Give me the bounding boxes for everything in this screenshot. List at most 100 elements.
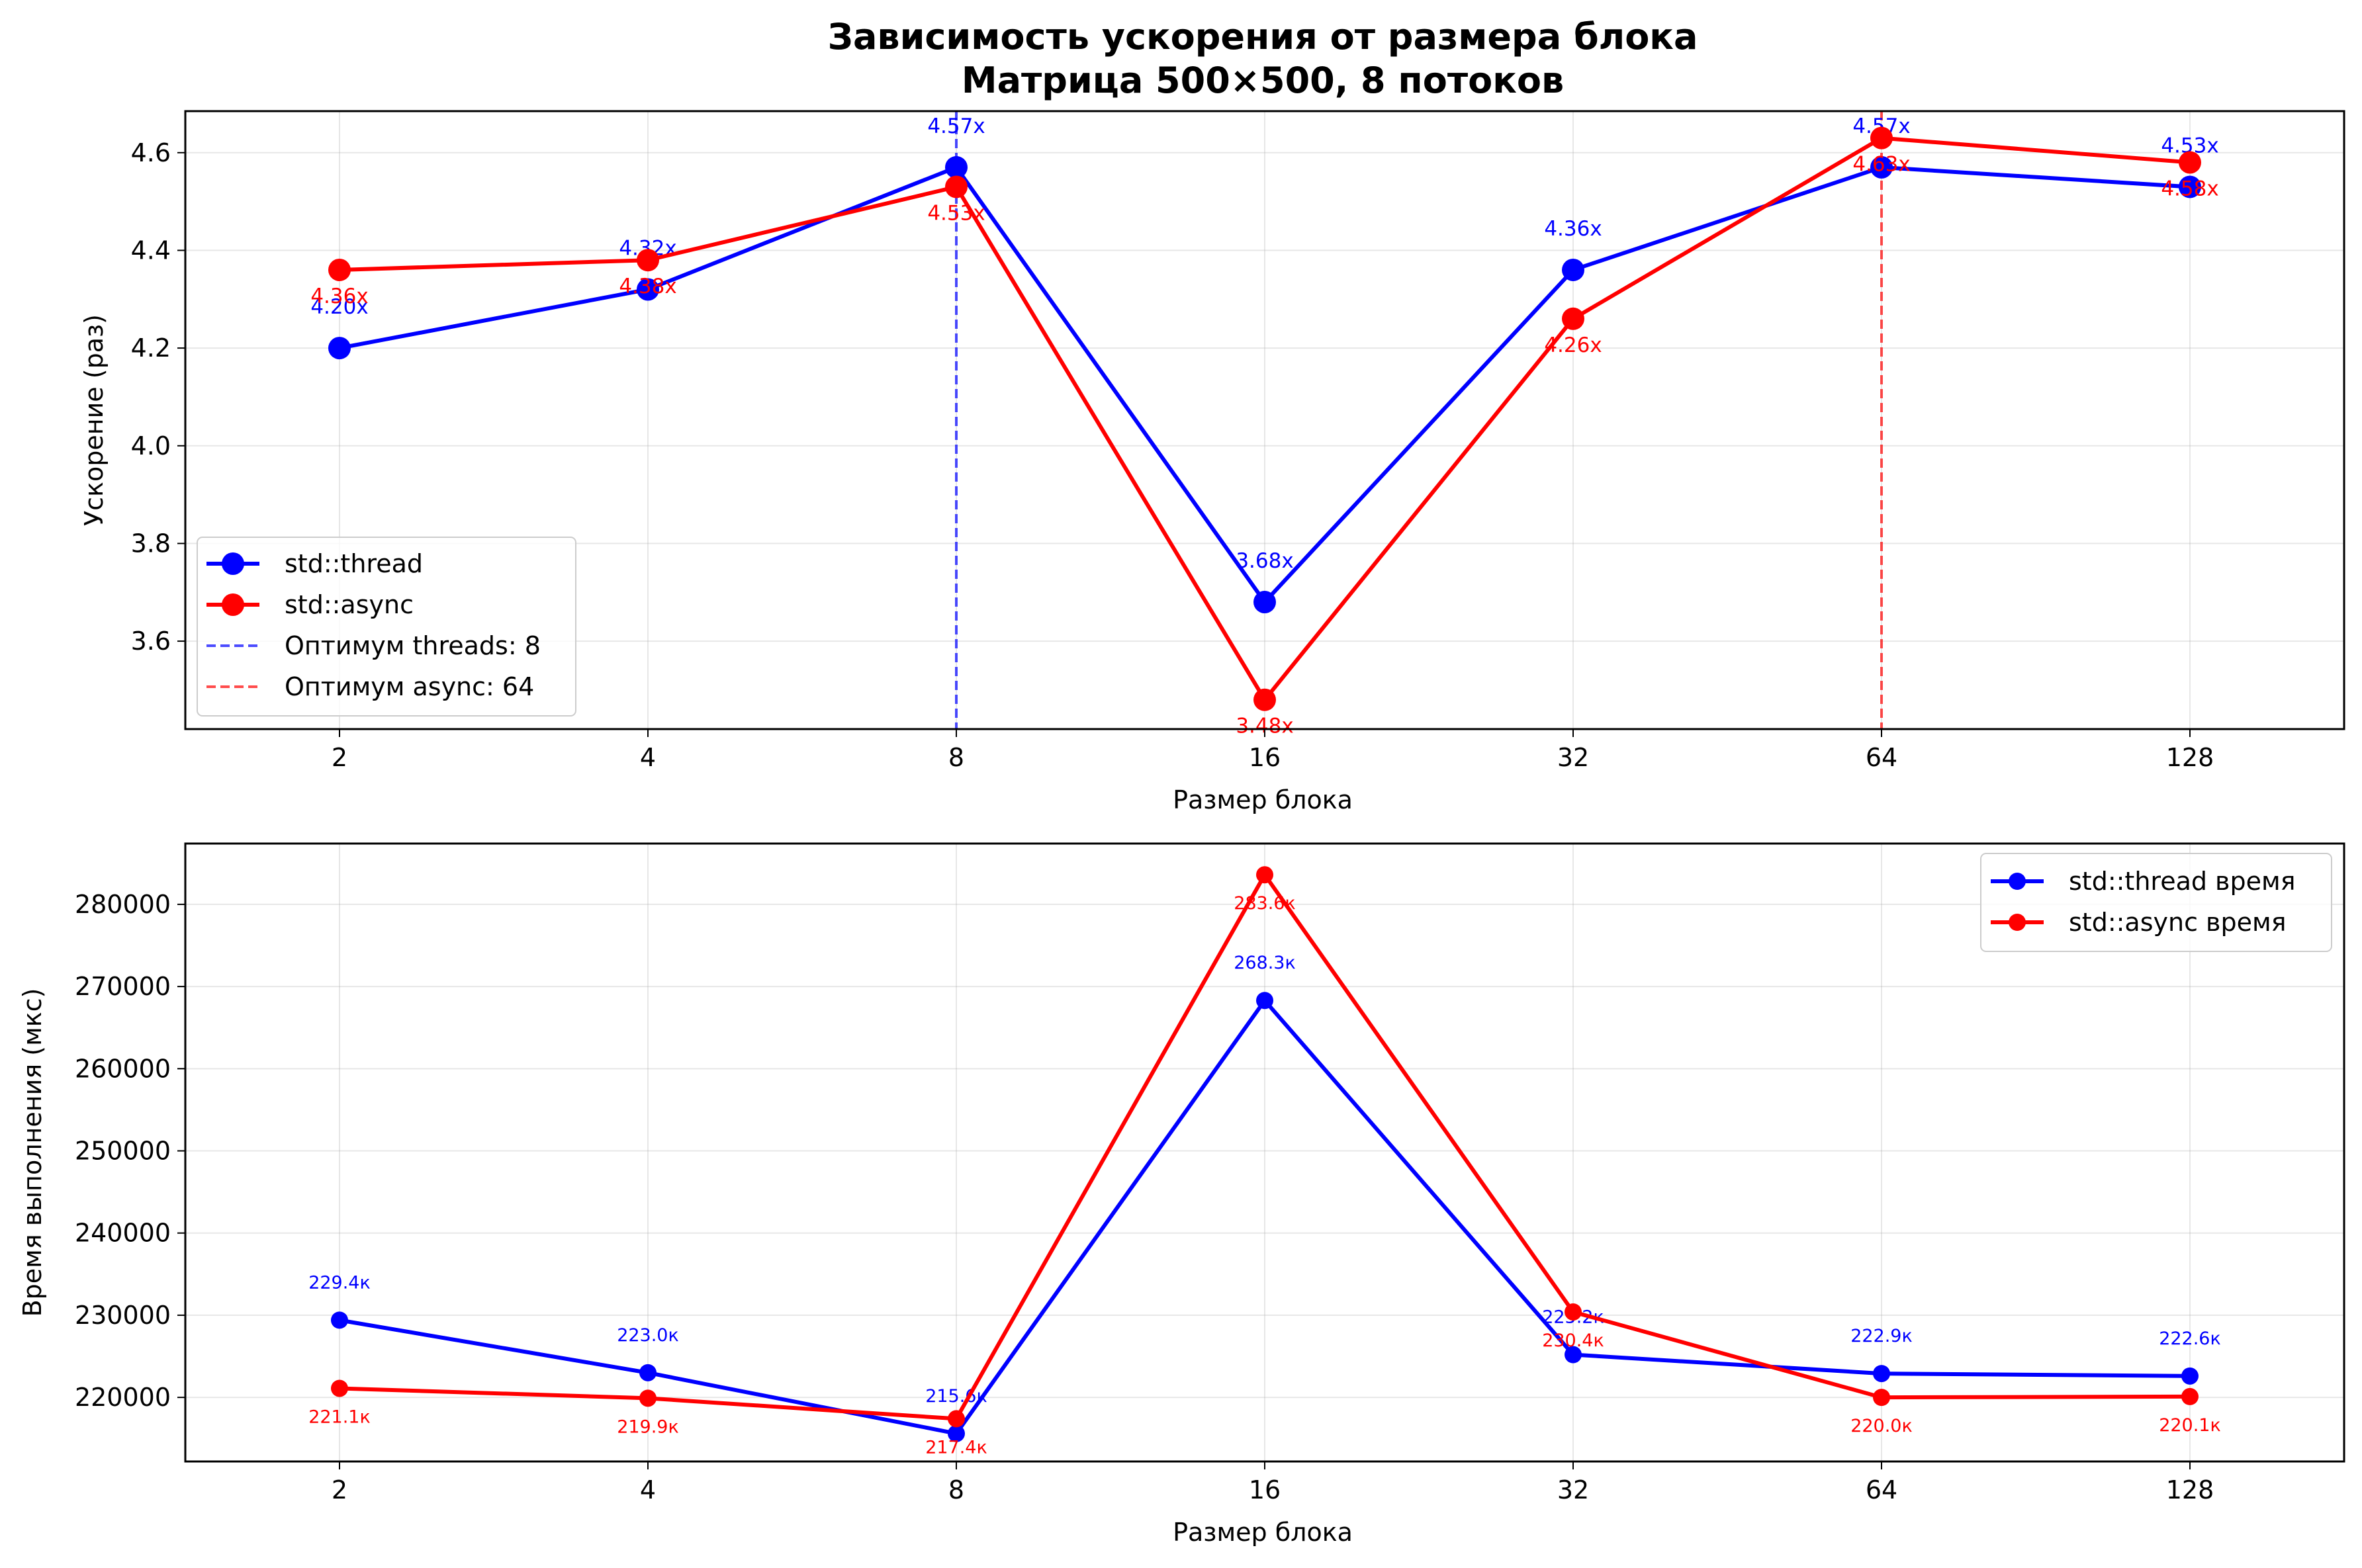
- speedup-point: [2179, 175, 2201, 198]
- x-axis-label: Размер блока: [1173, 1518, 1353, 1547]
- speedup-data-label: 4.63x: [1852, 153, 1910, 177]
- x-tick-label: 16: [1249, 743, 1281, 772]
- y-tick-label: 4.2: [131, 333, 171, 363]
- speedup-data-label: 4.53x: [927, 201, 985, 225]
- time-point: [331, 1311, 348, 1329]
- legend: std::thread std::async Оптимум threads: …: [197, 537, 576, 717]
- time-point: [1256, 866, 1273, 884]
- time-data-label: 221.1к: [308, 1407, 371, 1427]
- x-tick-label: 64: [1866, 1475, 1897, 1504]
- x-axis-ticks: 2 4 8 16 32 64 128: [332, 1461, 2214, 1504]
- time-point: [948, 1424, 965, 1442]
- x-tick-label: 16: [1249, 1475, 1281, 1504]
- y-axis-label: Ускорение (раз): [79, 314, 109, 526]
- time-data-label: 220.0к: [1850, 1416, 1913, 1436]
- time-point: [1256, 992, 1273, 1010]
- speedup-point: [637, 249, 659, 272]
- legend-item-thread: std::thread: [206, 549, 423, 578]
- speedup-point: [1253, 591, 1276, 614]
- legend: std::thread время std::async время: [1980, 853, 2332, 952]
- time-data-label: 222.6к: [2159, 1328, 2221, 1349]
- speedup-point: [328, 258, 351, 281]
- x-tick-label: 4: [640, 1475, 656, 1504]
- legend-marker-thread: [222, 552, 244, 575]
- speedup-point: [2179, 151, 2201, 174]
- time-data-label: 222.9к: [1850, 1326, 1913, 1346]
- legend-label-optimum-threads: Оптимум threads: 8: [285, 631, 541, 660]
- time-panel: 229.4к223.0к215.6к268.3к225.2к222.9к222.…: [18, 842, 2345, 1547]
- time-point: [1873, 1389, 1890, 1407]
- x-axis-label: Размер блока: [1173, 785, 1353, 814]
- x-tick-label: 128: [2166, 1475, 2214, 1504]
- time-data-label: 230.4к: [1542, 1330, 1604, 1351]
- x-tick-label: 32: [1557, 743, 1589, 772]
- time-point: [1565, 1346, 1582, 1364]
- time-point: [331, 1379, 348, 1397]
- y-tick-label: 240000: [75, 1219, 171, 1248]
- speedup-point: [945, 175, 968, 198]
- legend-item-optimum-async: Оптимум async: 64: [206, 672, 534, 701]
- y-tick-label: 250000: [75, 1137, 171, 1166]
- speedup-point: [1870, 126, 1893, 150]
- legend-item-async: std::async: [206, 590, 414, 619]
- y-tick-label: 230000: [75, 1301, 171, 1330]
- y-axis-ticks: 3.6 3.8 4.0 4.2 4.4 4.6: [131, 138, 185, 656]
- legend-marker-async: [222, 593, 244, 616]
- x-tick-label: 32: [1557, 1475, 1589, 1504]
- y-tick-label: 4.6: [131, 138, 171, 167]
- legend-label-async-time: std::async время: [2069, 908, 2286, 937]
- legend-marker-thread-time: [2009, 873, 2026, 890]
- y-axis-ticks: 220000 230000 240000 250000 260000 270000 2800…: [75, 890, 185, 1412]
- legend-label-thread-time: std::thread время: [2069, 867, 2295, 896]
- legend-item-thread-time: std::thread время: [1991, 867, 2295, 896]
- x-tick-label: 64: [1866, 743, 1897, 772]
- y-tick-label: 280000: [75, 890, 171, 919]
- time-data-label: 219.9к: [617, 1416, 679, 1437]
- speedup-point: [1562, 307, 1584, 330]
- legend-label-optimum-async: Оптимум async: 64: [285, 672, 534, 701]
- optimum-lines: [955, 111, 1883, 729]
- x-axis-ticks: 2 4 8 16 32 64 128: [332, 729, 2214, 772]
- speedup-point: [945, 155, 968, 179]
- legend-label-thread: std::thread: [285, 549, 423, 578]
- speedup-data-label: 4.58x: [2161, 177, 2218, 201]
- time-data-label: 217.4к: [925, 1437, 987, 1458]
- time-data-label: 283.6к: [1234, 893, 1296, 914]
- time-point: [2181, 1387, 2199, 1405]
- speedup-data-label: 4.36x: [310, 284, 368, 308]
- time-data-label: 215.6к: [925, 1386, 987, 1407]
- speedup-point: [637, 278, 659, 301]
- y-tick-label: 220000: [75, 1383, 171, 1412]
- x-tick-label: 8: [948, 743, 964, 772]
- speedup-data-label: 4.38x: [619, 275, 676, 298]
- time-point: [639, 1389, 657, 1407]
- y-tick-label: 4.0: [131, 431, 171, 460]
- y-tick-label: 260000: [75, 1054, 171, 1083]
- speedup-data-label: 4.36x: [1544, 217, 1602, 241]
- x-tick-label: 128: [2166, 743, 2214, 772]
- x-tick-label: 2: [332, 743, 347, 772]
- y-tick-label: 4.4: [131, 236, 171, 265]
- grid-lines: [185, 844, 2344, 1461]
- speedup-data-label: 3.68x: [1236, 549, 1293, 573]
- x-tick-label: 4: [640, 743, 656, 772]
- y-axis-label: Время выполнения (мкс): [18, 988, 47, 1317]
- time-data-label: 220.1к: [2159, 1415, 2221, 1436]
- speedup-data-label: 4.26x: [1544, 333, 1602, 357]
- legend-label-async: std::async: [285, 590, 414, 619]
- legend-item-async-time: std::async время: [1991, 908, 2286, 937]
- time-data-label: 229.4к: [308, 1272, 371, 1293]
- legend-box: [197, 537, 576, 717]
- time-data-label: 268.3к: [1234, 953, 1296, 973]
- speedup-data-label: 4.20x: [310, 295, 368, 319]
- legend-box: [1980, 853, 2332, 952]
- speedup-point: [1562, 258, 1584, 281]
- speedup-panel: 4.20x4.32x4.57x3.68x4.36x4.57x4.53x4.36x…: [79, 110, 2345, 814]
- legend-marker-async-time: [2009, 914, 2026, 931]
- legend-item-optimum-threads: Оптимум threads: 8: [206, 631, 541, 660]
- plot-area: 229.4к223.0к215.6к268.3к225.2к222.9к222.…: [308, 866, 2221, 1458]
- time-data-label: 223.0к: [617, 1325, 679, 1346]
- x-tick-label: 8: [948, 1475, 964, 1504]
- y-tick-label: 270000: [75, 972, 171, 1001]
